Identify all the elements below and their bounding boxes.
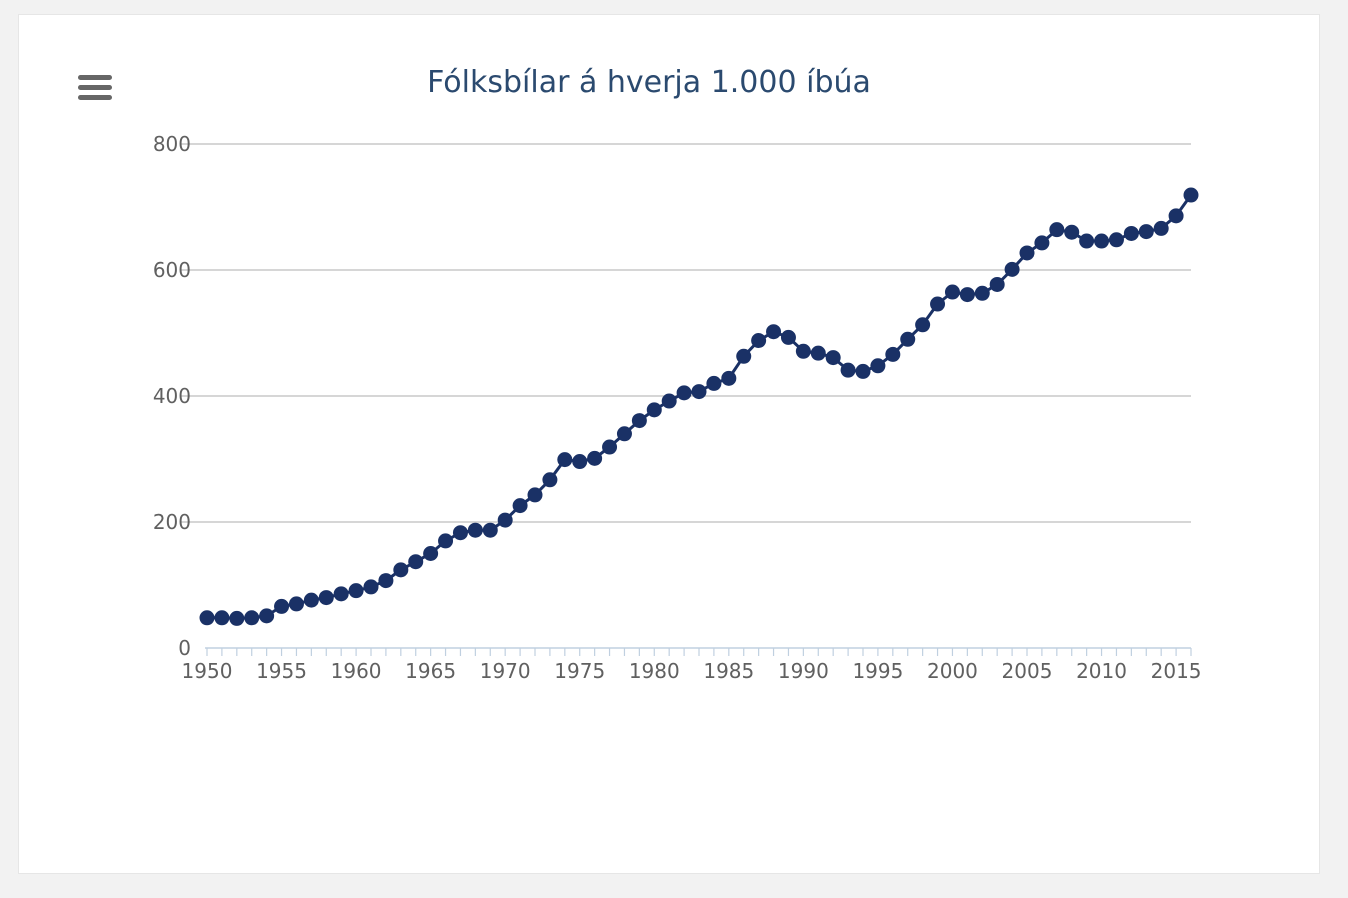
data-point	[199, 610, 215, 626]
data-point	[795, 343, 811, 359]
chart-menu-button[interactable]	[77, 73, 113, 105]
x-tick-label: 2000	[927, 659, 978, 683]
hamburger-icon-bar	[78, 95, 112, 100]
data-point	[572, 454, 588, 470]
data-point	[1064, 224, 1080, 240]
data-point	[333, 586, 349, 602]
data-point	[1079, 233, 1095, 249]
data-point	[542, 472, 558, 488]
hamburger-icon-bar	[78, 85, 112, 90]
data-point	[974, 285, 990, 301]
y-tick-label: 200	[153, 510, 191, 534]
data-point	[989, 276, 1005, 292]
y-tick-label: 800	[153, 132, 191, 156]
x-tick-label: 2005	[1002, 659, 1053, 683]
data-point	[303, 592, 319, 608]
data-point	[885, 346, 901, 362]
data-point	[512, 498, 528, 514]
data-point	[825, 350, 841, 366]
data-point	[691, 384, 707, 400]
data-point	[900, 331, 916, 347]
data-point	[438, 533, 454, 549]
data-point	[318, 590, 334, 606]
data-point	[930, 296, 946, 312]
data-point	[393, 562, 409, 578]
data-point	[944, 284, 960, 300]
hamburger-icon	[78, 75, 112, 80]
data-point	[766, 324, 782, 340]
data-point	[631, 413, 647, 429]
chart-card: Fólksbílar á hverja 1.000 íbúa 0 200 400 60…	[18, 14, 1320, 874]
data-point	[1183, 187, 1199, 203]
x-tick-label: 2015	[1151, 659, 1202, 683]
data-point	[646, 402, 662, 418]
data-point	[1094, 233, 1110, 249]
x-tick-label: 1955	[256, 659, 307, 683]
data-point	[587, 450, 603, 466]
data-point	[452, 525, 468, 541]
data-point	[661, 393, 677, 409]
data-point	[1019, 245, 1035, 261]
data-point	[602, 439, 618, 455]
data-point	[721, 370, 737, 386]
data-point	[259, 608, 275, 624]
data-point	[959, 287, 975, 303]
data-point	[840, 362, 856, 378]
data-point	[363, 579, 379, 595]
data-point	[467, 522, 483, 538]
data-point	[378, 573, 394, 589]
data-point	[557, 452, 573, 468]
x-tick-label: 1995	[852, 659, 903, 683]
data-point	[736, 348, 752, 364]
data-point	[1004, 261, 1020, 277]
chart-title: Fólksbílar á hverja 1.000 íbúa	[427, 65, 871, 100]
data-point	[751, 333, 767, 349]
x-tick-label: 1960	[331, 659, 382, 683]
data-point	[780, 329, 796, 345]
data-point	[214, 610, 230, 626]
data-point	[408, 554, 424, 570]
data-point	[423, 546, 439, 561]
data-point	[810, 345, 826, 361]
series-line	[207, 194, 1193, 620]
x-tick-label: 1950	[182, 659, 233, 683]
data-point	[229, 610, 245, 626]
x-tick-label: 1975	[554, 659, 605, 683]
x-tick-label: 1990	[778, 659, 829, 683]
data-point	[1034, 235, 1050, 251]
data-point	[1168, 208, 1184, 224]
line-chart: 0 200 400 600 800 1950 1955 1960 1965 1970 1975 198…	[153, 132, 1202, 683]
data-point	[616, 426, 632, 442]
data-point	[676, 385, 692, 401]
y-tick-label: 400	[153, 384, 191, 408]
data-point	[1153, 220, 1169, 236]
data-point	[1123, 225, 1139, 241]
y-tick-label: 0	[178, 636, 191, 660]
y-tick-label: 600	[153, 258, 191, 282]
data-point	[1138, 224, 1154, 240]
data-point	[706, 375, 722, 391]
x-tick-label: 1970	[480, 659, 531, 683]
data-point	[915, 317, 931, 333]
data-point	[497, 512, 513, 528]
data-point	[855, 363, 871, 379]
data-point	[482, 522, 498, 538]
x-tick-label: 2010	[1076, 659, 1127, 683]
data-point	[527, 487, 543, 503]
x-tick-label: 1965	[405, 659, 456, 683]
data-point	[274, 598, 290, 614]
data-point	[1108, 232, 1124, 248]
data-point	[348, 583, 364, 599]
x-tick-label: 1980	[629, 659, 680, 683]
data-point	[1049, 222, 1065, 238]
x-tick-label: 1985	[703, 659, 754, 683]
data-point	[870, 358, 886, 374]
data-point	[244, 610, 260, 626]
data-point	[288, 596, 304, 612]
